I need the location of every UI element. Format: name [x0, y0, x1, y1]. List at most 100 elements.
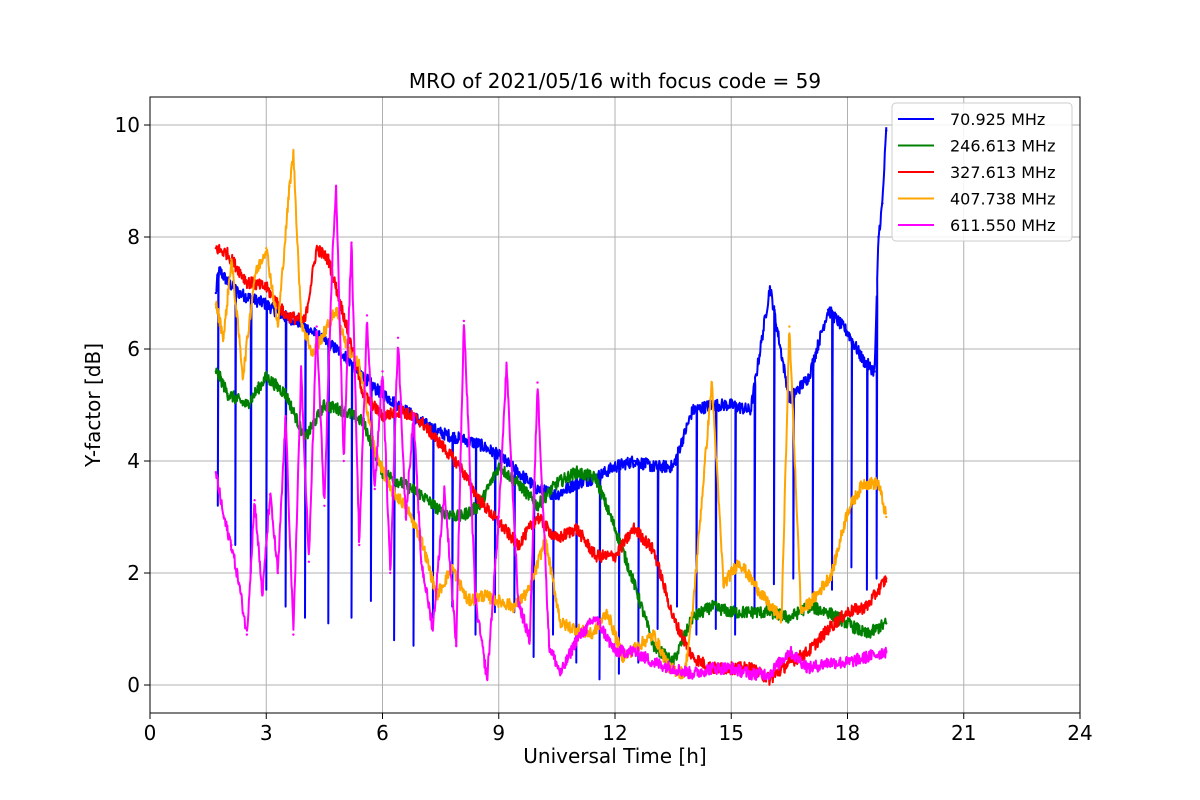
data-point: [218, 269, 221, 272]
data-point: [334, 185, 338, 188]
data-point: [327, 258, 330, 261]
data-point: [594, 616, 597, 619]
x-tick-label: 3: [260, 721, 273, 745]
legend-label: 327.613 MHz: [950, 163, 1055, 182]
data-point: [528, 639, 531, 642]
data-point: [214, 471, 218, 474]
data-point: [788, 616, 791, 619]
data-point: [749, 667, 752, 670]
data-point: [873, 370, 876, 373]
data-point: [265, 303, 268, 306]
data-point: [536, 381, 539, 384]
data-point: [237, 291, 241, 295]
data-point: [497, 515, 500, 519]
data-point: [799, 611, 803, 614]
data-point: [780, 616, 783, 619]
data-point: [516, 599, 520, 603]
data-point: [737, 560, 741, 563]
data-point: [245, 280, 249, 283]
data-point: [230, 258, 233, 261]
data-point: [412, 415, 415, 418]
data-point: [788, 650, 791, 653]
data-point: [253, 499, 256, 502]
y-tick-label: 10: [115, 113, 140, 137]
data-point: [633, 459, 636, 463]
data-point: [245, 403, 249, 407]
data-point: [575, 527, 578, 530]
data-point: [516, 471, 520, 474]
data-point: [474, 599, 477, 603]
data-point: [420, 560, 423, 563]
data-point: [753, 583, 756, 586]
data-point: [652, 661, 655, 664]
data-point: [451, 566, 454, 569]
data-point: [826, 661, 830, 664]
data-point: [323, 331, 326, 334]
data-point: [710, 381, 714, 384]
data-point: [749, 672, 752, 675]
data-point: [730, 611, 733, 614]
data-point: [381, 370, 384, 373]
data-point: [807, 650, 810, 653]
data-point: [358, 543, 361, 547]
data-point: [299, 370, 303, 373]
data-point: [861, 359, 865, 362]
data-point: [389, 487, 392, 491]
data-point: [443, 487, 446, 491]
data-point: [846, 611, 849, 614]
data-point: [881, 202, 884, 205]
data-point: [730, 667, 733, 670]
legend-label: 407.738 MHz: [950, 190, 1055, 209]
data-point: [807, 375, 810, 379]
data-point: [516, 543, 520, 547]
x-tick-label: 0: [144, 721, 157, 745]
y-axis-title: Y-factor [dB]: [81, 343, 105, 468]
legend-label: 70.925 MHz: [950, 110, 1045, 129]
data-point: [226, 392, 229, 395]
data-point: [505, 364, 508, 367]
data-point: [575, 482, 578, 485]
data-point: [284, 415, 287, 418]
data-point: [749, 611, 752, 614]
chart-title: MRO of 2021/05/16 with focus code = 59: [409, 69, 821, 93]
data-point: [265, 286, 268, 289]
data-point: [218, 375, 221, 379]
data-point: [788, 661, 791, 664]
data-point: [846, 661, 849, 664]
data-point: [373, 448, 376, 451]
data-point: [547, 644, 551, 647]
data-point: [404, 515, 407, 519]
data-point: [478, 499, 481, 502]
data-point: [691, 409, 694, 412]
data-point: [536, 515, 539, 519]
data-point: [420, 420, 423, 423]
data-point: [478, 443, 481, 446]
data-point: [261, 594, 264, 597]
data-point: [342, 314, 345, 317]
data-point: [710, 667, 714, 670]
data-point: [292, 151, 295, 155]
data-point: [768, 611, 772, 614]
data-point: [513, 605, 516, 608]
data-point: [284, 392, 287, 395]
data-point: [350, 241, 353, 244]
data-point: [536, 504, 539, 507]
data-point: [815, 594, 818, 597]
series-lines: [214, 127, 888, 686]
data-point: [466, 599, 469, 603]
data-point: [373, 387, 376, 390]
data-point: [497, 454, 500, 457]
series-line: [215, 243, 888, 686]
data-point: [311, 353, 314, 356]
data-point: [276, 571, 280, 575]
data-point: [594, 476, 597, 479]
y-tick-label: 6: [127, 337, 140, 361]
data-point: [439, 431, 442, 435]
data-point: [633, 650, 636, 653]
data-point: [691, 672, 694, 675]
data-point: [462, 319, 466, 323]
data-point: [365, 314, 369, 317]
series-line: [214, 148, 888, 680]
data-point: [865, 633, 869, 636]
data-point: [885, 577, 888, 580]
